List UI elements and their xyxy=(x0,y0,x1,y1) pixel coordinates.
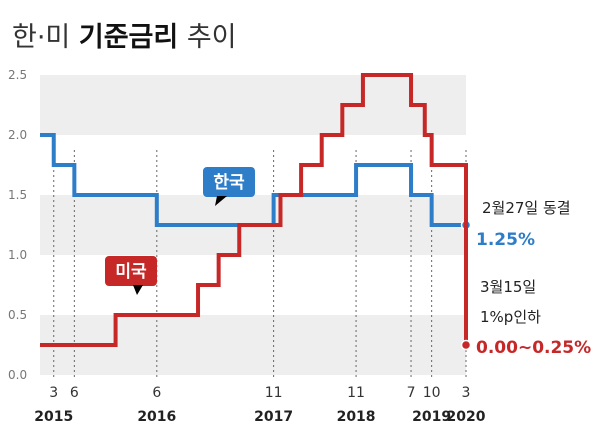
x-tick-month: 3 xyxy=(462,385,471,401)
x-tick-month: 6 xyxy=(70,385,79,401)
y-tick-label: 0.0 xyxy=(8,368,27,382)
x-tick-year: 2016 xyxy=(137,409,176,425)
us-note-1: 3월15일 xyxy=(480,278,536,296)
korea-badge: 한국 xyxy=(203,167,255,206)
x-axis-ticks: 3 2015 6 6 2016 11 2017 11 2018 7 10 2019 3 2020 xyxy=(34,385,485,425)
badge-tail xyxy=(215,196,227,206)
x-tick-month: 7 xyxy=(407,385,416,401)
x-tick-year: 2019 xyxy=(412,409,451,425)
y-axis-ticks: 0.0 0.5 1.0 1.5 2.0 2.5 xyxy=(8,68,27,382)
badge-tail xyxy=(133,285,143,295)
x-tick-year: 2017 xyxy=(254,409,293,425)
chart-title: 한·미 기준금리 추이 xyxy=(12,22,237,53)
badge-box xyxy=(203,167,255,197)
x-tick-month: 10 xyxy=(423,385,441,401)
y-tick-label: 2.0 xyxy=(8,128,27,142)
korea-rate-line xyxy=(40,133,466,227)
badge-label: 한국 xyxy=(213,173,245,193)
x-tick-month: 11 xyxy=(347,385,365,401)
x-tick-year: 2018 xyxy=(337,409,376,425)
us-note-2: 1%p인하 xyxy=(480,308,541,326)
korea-value: 1.25% xyxy=(476,230,535,250)
us-rate-line xyxy=(40,73,468,347)
y-tick-label: 2.5 xyxy=(8,68,27,82)
x-tick-month: 6 xyxy=(152,385,161,401)
annotations: 2월27일 동결 1.25% 3월15일 1%p인하 0.00~0.25% xyxy=(476,199,591,358)
badge-label: 미국 xyxy=(115,262,147,282)
title-suffix: 추이 xyxy=(178,22,236,53)
us-end-point xyxy=(460,339,472,351)
korea-note: 2월27일 동결 xyxy=(482,199,571,217)
y-tick-label: 0.5 xyxy=(8,308,27,322)
us-value: 0.00~0.25% xyxy=(476,338,591,358)
y-tick-label: 1.5 xyxy=(8,188,27,202)
x-tick-year: 2015 xyxy=(34,409,73,425)
x-tick-month: 11 xyxy=(265,385,283,401)
series-lines xyxy=(40,73,472,351)
badge-box xyxy=(105,256,157,286)
title-bold: 기준금리 xyxy=(79,22,178,53)
title-prefix: 한·미 xyxy=(12,22,79,53)
y-tick-label: 1.0 xyxy=(8,248,27,262)
grid-band xyxy=(40,75,466,135)
x-tick-year: 2020 xyxy=(447,409,486,425)
us-badge: 미국 xyxy=(105,256,157,295)
x-tick-month: 3 xyxy=(49,385,58,401)
